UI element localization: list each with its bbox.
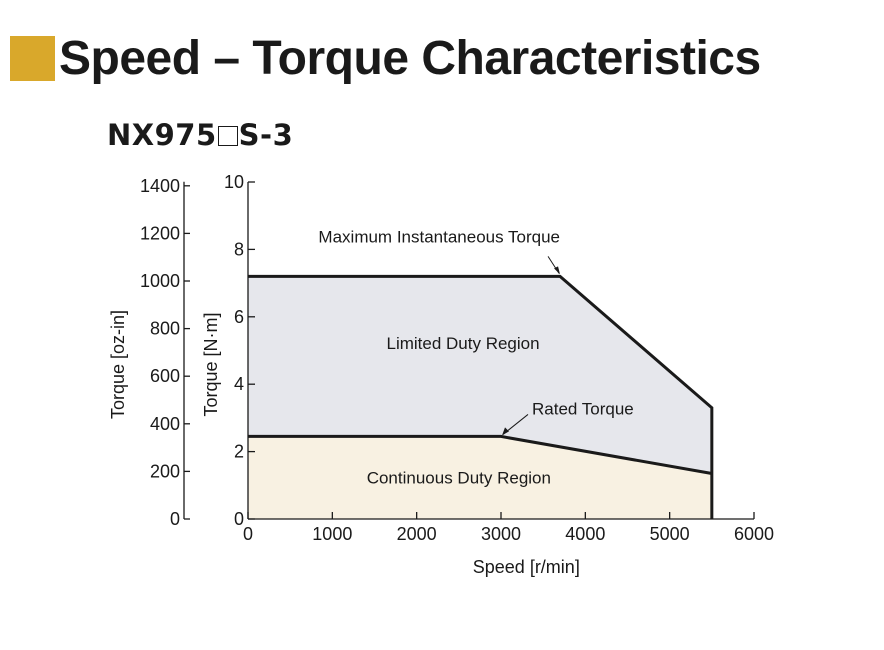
regions-layer — [248, 276, 712, 519]
x-tick-label: 3000 — [481, 524, 521, 544]
y-tick-label-secondary: 600 — [150, 366, 180, 386]
x-axis-title: Speed [r/min] — [473, 557, 580, 577]
model-suffix: S-3 — [238, 118, 294, 152]
model-label: NX975 S-3 — [107, 118, 293, 152]
x-tick-label: 2000 — [397, 524, 437, 544]
y-tick-label: 0 — [234, 509, 244, 529]
y-axis-title: Torque [N·m] — [201, 312, 221, 416]
y-tick-label-secondary: 200 — [150, 461, 180, 481]
y-tick-label: 8 — [234, 239, 244, 259]
model-prefix: NX975 — [107, 118, 217, 152]
y-tick-label-secondary: 1000 — [140, 271, 180, 291]
y-tick-label-secondary: 400 — [150, 414, 180, 434]
y-tick-label: 4 — [234, 374, 244, 394]
y-tick-label: 10 — [224, 172, 244, 192]
x-tick-label: 6000 — [734, 524, 774, 544]
y-tick-label-secondary: 1400 — [140, 176, 180, 196]
y-tick-label: 2 — [234, 442, 244, 462]
y-axis-secondary-title: Torque [oz-in] — [108, 310, 128, 419]
y-tick-label-secondary: 1200 — [140, 223, 180, 243]
x-tick-label: 5000 — [650, 524, 690, 544]
lines-layer — [248, 274, 714, 519]
x-tick-label: 4000 — [565, 524, 605, 544]
max-torque-arrowhead — [554, 266, 561, 275]
y-tick-label-secondary: 800 — [150, 319, 180, 339]
continuous-duty-region-label: Continuous Duty Region — [367, 469, 551, 488]
y-tick-label: 6 — [234, 307, 244, 327]
x-tick-label: 0 — [243, 524, 253, 544]
max-instantaneous-torque-line — [248, 274, 714, 519]
rated-torque-line — [248, 434, 713, 475]
y-tick-label-secondary: 0 — [170, 509, 180, 529]
labels-layer: 0 1000 2000 3000 4000 5000 6000 0 2 4 6 8 10 0 200 400 6… — [108, 172, 774, 577]
title-accent-square — [10, 35, 55, 81]
page-title-text: Speed – Torque Characteristics — [59, 31, 761, 85]
model-placeholder-box — [217, 126, 238, 146]
rated-torque-annotation: Rated Torque — [532, 399, 634, 418]
axes-layer — [183, 181, 755, 520]
limited-duty-region-label: Limited Duty Region — [387, 334, 540, 353]
max-torque-annotation: Maximum Instantaneous Torque — [318, 227, 560, 246]
page-title: Speed – Torque Characteristics — [10, 31, 761, 85]
x-tick-label: 1000 — [312, 524, 352, 544]
rated-torque-arrowhead — [502, 427, 509, 436]
continuous-duty-region — [248, 436, 712, 519]
